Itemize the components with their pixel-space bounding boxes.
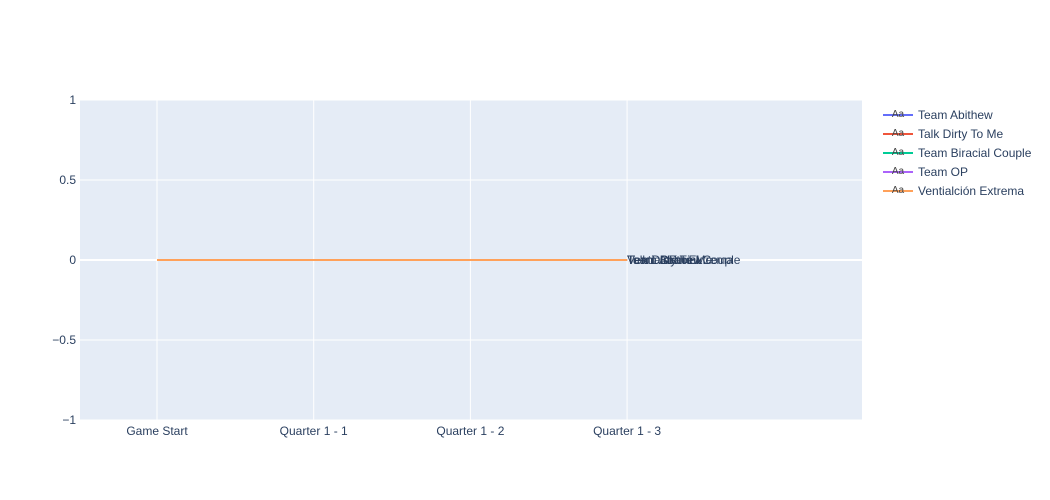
y-tick-label: −0.5 xyxy=(52,333,76,347)
legend-marker-text: Aa xyxy=(892,128,905,139)
y-axis-ticks: 1 0.5 0 −0.5 −1 xyxy=(52,93,76,427)
legend-label: Team Biracial Couple xyxy=(918,146,1032,160)
legend-item[interactable]: Aa Team Abithew xyxy=(883,108,993,122)
legend-item[interactable]: Aa Team OP xyxy=(883,165,968,179)
legend-item[interactable]: Aa Ventialción Extrema xyxy=(883,184,1024,198)
legend-label: Talk Dirty To Me xyxy=(918,127,1003,141)
y-tick-label: 1 xyxy=(69,93,76,107)
legend-marker-text: Aa xyxy=(892,166,905,177)
legend-item[interactable]: Aa Team Biracial Couple xyxy=(883,146,1032,160)
series-end-label: Ventialción Extrema xyxy=(627,253,733,267)
legend: Aa Team Abithew Aa Talk Dirty To Me Aa Team B… xyxy=(883,108,1032,198)
legend-marker-text: Aa xyxy=(892,185,905,196)
x-axis-ticks: Game Start Quarter 1 - 1 Quarter 1 - 2 Quar… xyxy=(126,424,661,438)
y-tick-label: 0.5 xyxy=(59,173,76,187)
x-tick-label: Quarter 1 - 1 xyxy=(280,424,348,438)
x-tick-label: Game Start xyxy=(126,424,188,438)
legend-marker-text: Aa xyxy=(892,109,905,120)
legend-label: Ventialción Extrema xyxy=(918,184,1024,198)
series-end-label: Team Abithew xyxy=(627,253,702,267)
series-end-label: Talk Dirty To Me xyxy=(627,253,712,267)
x-tick-label: Quarter 1 - 2 xyxy=(436,424,504,438)
legend-label: Team OP xyxy=(918,165,968,179)
legend-label: Team Abithew xyxy=(918,108,993,122)
x-tick-label: Quarter 1 - 3 xyxy=(593,424,661,438)
legend-item[interactable]: Aa Talk Dirty To Me xyxy=(883,127,1003,141)
series-end-label: Team Biracial Couple xyxy=(627,253,741,267)
series-end-label: Team OP xyxy=(627,253,677,267)
legend-marker-text: Aa xyxy=(892,147,905,158)
y-tick-label: 0 xyxy=(69,253,76,267)
y-tick-label: −1 xyxy=(62,413,76,427)
